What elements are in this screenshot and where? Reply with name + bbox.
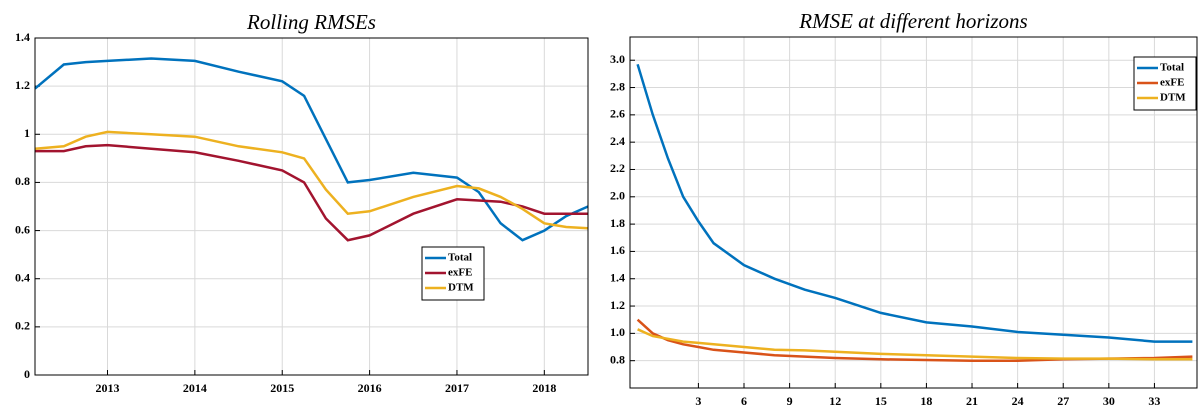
legend-label: DTM [1160, 92, 1186, 104]
axes-frame [34, 37, 589, 376]
x-tick-label: 27 [1057, 394, 1069, 406]
y-tick-label: 3.0 [610, 52, 625, 66]
y-tick-label: 0.6 [15, 222, 30, 236]
x-tick-label: 2017 [445, 381, 469, 395]
y-tick-label: 1.4 [610, 270, 625, 284]
plot-area [630, 37, 1197, 388]
y-tick-label: 2.0 [610, 189, 625, 203]
y-tick-label: 0 [24, 367, 30, 381]
x-tick-label: 24 [1012, 394, 1024, 406]
y-tick-label: 1.2 [15, 78, 30, 92]
legend-label: exFE [448, 267, 472, 279]
y-tick-label: 2.4 [610, 134, 625, 148]
y-tick-label: 1.0 [610, 325, 625, 339]
x-tick-label: 33 [1148, 394, 1160, 406]
x-tick-label: 21 [966, 394, 978, 406]
y-tick-label: 0.8 [610, 352, 625, 366]
x-tick-label: 2016 [358, 381, 382, 395]
y-tick-label: 1.4 [15, 30, 30, 44]
legend-label: exFE [1160, 77, 1184, 89]
x-tick-label: 2018 [532, 381, 556, 395]
x-tick-label: 2015 [270, 381, 294, 395]
x-tick-label: 2014 [183, 381, 207, 395]
data-line [34, 57, 589, 242]
axes-frame [629, 36, 1198, 389]
y-tick-label: 0.2 [15, 319, 30, 333]
y-tick-label: 2.8 [610, 79, 625, 93]
data-line [636, 63, 1193, 343]
chart-title: RMSE at different horizons [798, 9, 1027, 33]
legend-label: Total [1160, 62, 1184, 74]
legend-label: DTM [448, 282, 474, 294]
x-tick-label: 18 [920, 394, 932, 406]
legend-label: Total [448, 252, 472, 264]
plot-area [35, 38, 588, 375]
x-tick-label: 9 [787, 394, 793, 406]
y-tick-label: 1.2 [610, 298, 625, 312]
x-tick-label: 30 [1103, 394, 1115, 406]
x-tick-label: 3 [695, 394, 701, 406]
y-tick-label: 0.4 [15, 270, 30, 284]
x-tick-label: 15 [875, 394, 887, 406]
y-tick-label: 1.6 [610, 243, 625, 257]
chart-title: Rolling RMSEs [246, 10, 376, 34]
data-line [34, 130, 589, 230]
y-tick-label: 2.2 [610, 161, 625, 175]
x-tick-label: 6 [741, 394, 747, 406]
x-tick-label: 2013 [96, 381, 120, 395]
y-tick-label: 1.8 [610, 216, 625, 230]
data-line [637, 328, 1193, 361]
y-tick-label: 1 [24, 126, 30, 140]
y-tick-label: 2.6 [610, 107, 625, 121]
y-tick-label: 0.8 [15, 174, 30, 188]
x-tick-label: 12 [829, 394, 841, 406]
